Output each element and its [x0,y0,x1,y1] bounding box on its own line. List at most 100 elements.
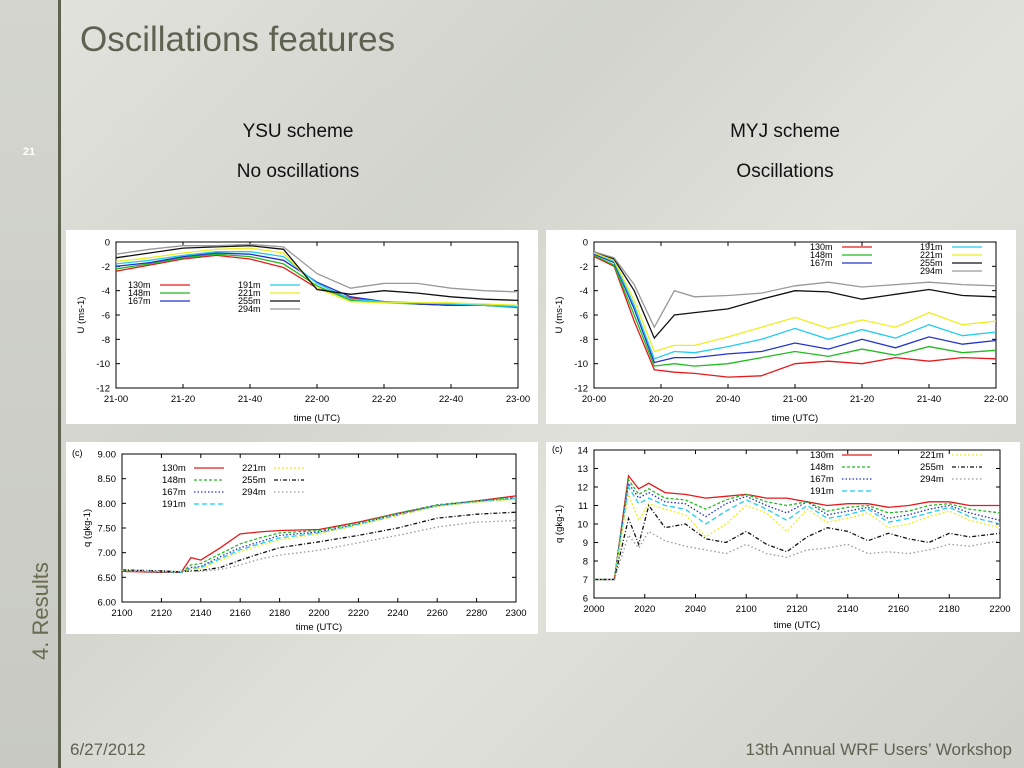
series-line-167m [593,253,997,364]
series-line-167m [594,481,1001,581]
x-tick-label: 21-40 [238,394,262,405]
x-tick-label: 2200 [989,604,1010,615]
y-tick-label: 7.00 [98,548,117,559]
series-line-294m [121,519,517,573]
panel-label: (c) [72,448,83,458]
legend-label-167m: 167m [810,258,833,268]
series-line-191m [593,252,997,360]
x-tick-label: 2240 [387,608,408,619]
y-tick-label: -6 [580,311,588,322]
series-line-294m [593,251,997,329]
series-line-255m [115,245,519,302]
x-tick-label: 2040 [685,604,706,615]
footer-workshop: 13th Annual WRF Users’ Workshop [745,740,1012,759]
x-tick-label: 2180 [939,604,960,615]
x-tick-label: 2100 [111,608,132,619]
y-tick-label: 10 [577,520,588,531]
x-tick-label: 2180 [269,608,290,619]
x-axis-label: time (UTC) [774,620,820,631]
footer-date: 6/27/2012 [70,740,146,759]
series-line-294m [115,243,519,293]
legend-label-148m: 148m [810,462,834,473]
y-tick-label: 9.00 [98,450,117,461]
legend-label-294m: 294m [920,266,943,276]
series-line-221m [594,491,1001,581]
plot-frame [115,241,519,389]
legend-label-221m: 221m [242,463,266,474]
sidebar-divider [58,0,61,768]
legend-label-294m: 294m [242,487,266,498]
x-tick-label: 21-00 [104,394,128,405]
y-axis-label: q (gkg-1) [82,509,93,547]
series-line-148m [121,496,517,574]
ysu-note-label: No oscillations [236,161,360,182]
x-axis-label: time (UTC) [296,622,342,633]
series-line-221m [593,252,997,353]
series-line-167m [115,252,519,308]
x-tick-label: 2220 [348,608,369,619]
y-axis-label: U (ms-1) [554,297,565,334]
chart-myj-wind: 0 -2 -4 -6 -8 -10 -12 20-00 20-20 20-40 21-00 21-20… [546,230,1016,424]
x-tick-label: 22-20 [372,394,396,405]
series-line-167m [121,497,517,574]
legend-label-221m: 221m [920,250,943,260]
section-label: 4. Results [28,562,53,660]
x-tick-label: 2000 [583,604,604,615]
y-tick-label: 8 [583,557,588,568]
legend-label-255m: 255m [242,475,266,486]
x-tick-label: 20-00 [582,394,606,405]
x-tick-label: 23-00 [506,394,530,405]
y-tick-label: 6 [583,594,588,605]
y-tick-label: 14 [577,446,588,457]
series-line-130m [594,474,1000,581]
x-tick-label: 21-20 [171,394,195,405]
y-tick-label: -12 [574,384,588,395]
y-tick-label: 0 [583,238,588,249]
x-tick-label: 22-40 [439,394,463,405]
y-tick-label: 6.50 [98,573,117,584]
legend-label-130m: 130m [810,450,834,461]
y-tick-label: -10 [96,359,110,370]
y-tick-label: 6.00 [98,598,117,609]
x-tick-label: 20-20 [649,394,673,405]
series-line-148m [593,254,997,367]
y-tick-label: -2 [580,262,588,273]
x-tick-label: 2120 [786,604,807,615]
y-tick-label: 0 [105,238,110,249]
y-tick-label: 11 [578,501,588,512]
legend-label-294m: 294m [920,474,944,485]
y-tick-label: -8 [102,335,110,346]
x-tick-label: 2160 [230,608,251,619]
legend-label-130m: 130m [162,463,186,474]
series-line-191m [115,251,519,308]
x-axis-label: time (UTC) [294,413,340,424]
series-line-255m [593,251,997,340]
slide-number: 21 [22,146,36,158]
y-axis-label: U (ms-1) [76,297,87,334]
x-tick-label: 21-20 [850,394,874,405]
chart-ysu-wind: 0 -2 -4 -6 -8 -10 -12 21-00 21-20 21-40 22-00 22-20… [66,230,538,424]
series-line-255m [594,504,1001,581]
x-tick-label: 2020 [634,604,655,615]
myj-note-label: Oscillations [736,161,834,182]
x-tick-label: 2280 [466,608,487,619]
y-tick-label: 7 [583,575,588,586]
x-tick-label: 20-40 [716,394,740,405]
legend-label-255m: 255m [920,258,943,268]
myj-scheme-label: MYJ scheme [730,121,840,142]
series-line-148m [115,253,519,309]
legend-label-130m: 130m [128,280,151,290]
legend-label-130m: 130m [810,242,833,252]
y-tick-label: 13 [577,464,588,475]
series-line-221m [121,498,517,573]
y-tick-label: 12 [577,483,588,494]
legend-label-294m: 294m [238,304,261,314]
x-tick-label: 2100 [736,604,757,615]
x-tick-label: 21-40 [917,394,941,405]
legend-label-167m: 167m [128,296,151,306]
x-tick-label: 2120 [151,608,172,619]
x-tick-label: 2200 [308,608,329,619]
legend-label-148m: 148m [128,288,151,298]
series-line-148m [594,477,1001,581]
